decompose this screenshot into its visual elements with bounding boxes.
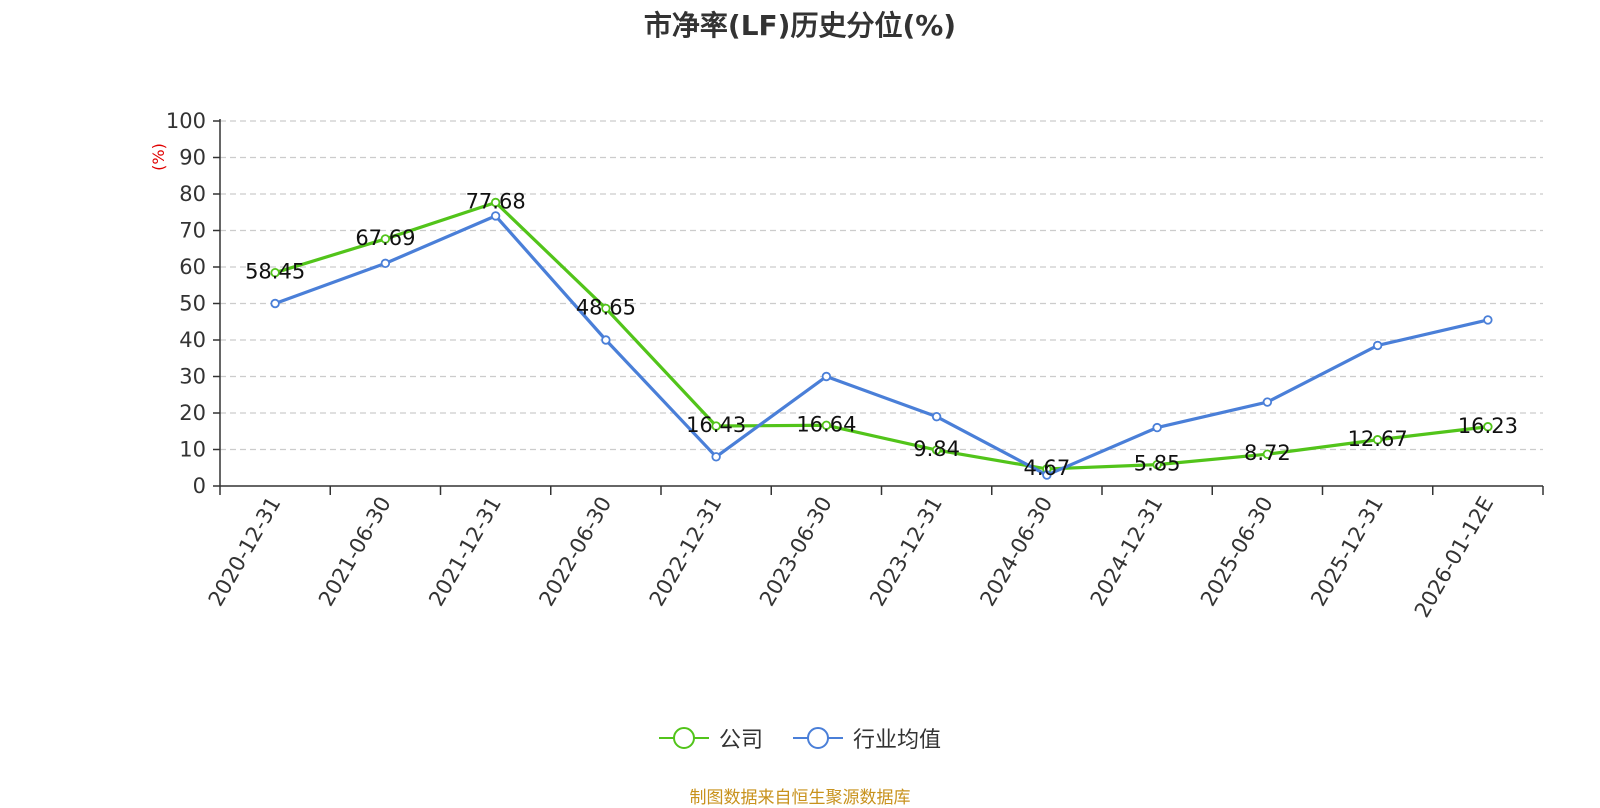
legend: 公司 行业均值 [0,722,1600,754]
x-tick-label: 2024-06-30 [975,493,1057,611]
data-point-industry [270,298,280,309]
chart-title: 市净率(LF)历史分位(%) [643,9,957,42]
data-point-company [270,267,280,278]
y-tick-label: 40 [179,328,206,352]
y-tick-label: 70 [179,219,206,243]
x-tick-label: 2021-12-31 [424,493,506,611]
data-point-industry [931,411,942,422]
x-tick-label: 2022-12-31 [645,493,727,611]
data-label-company: 77.68 [466,189,526,213]
data-label-company: 12.67 [1348,427,1408,451]
data-label-company: 67.69 [355,226,415,250]
x-tick-label: 2023-12-31 [865,493,947,611]
series-line-company [274,200,1489,471]
data-point-company [1372,435,1383,445]
y-tick-label: 50 [179,292,206,316]
data-point-industry [1372,340,1383,351]
data-point-company [1483,422,1493,432]
data-point-industry [380,258,391,269]
y-tick-label: 30 [179,365,206,389]
data-label-company: 58.45 [245,260,305,284]
data-point-company [711,421,721,431]
x-tick-label: 2024-12-31 [1086,493,1168,611]
legend-company-swatch-icon [658,727,709,749]
data-label-company: 48.65 [576,295,636,319]
legend-industry-label: 行业均值 [853,728,942,753]
data-point-company [821,420,832,430]
data-point-industry [1152,422,1162,433]
legend-company-label: 公司 [718,728,763,753]
data-label-company: 8.72 [1244,441,1291,465]
x-tick-label: 2020-12-31 [204,493,286,611]
data-point-company [490,197,501,208]
data-point-industry [601,335,611,345]
data-point-company [601,303,611,314]
x-tick-label: 2025-06-30 [1196,493,1278,611]
data-point-company [931,445,942,455]
y-tick-label: 90 [179,146,206,170]
x-tick-label: 2023-06-30 [755,493,837,611]
data-label-company: 4.67 [1023,456,1070,480]
source-note: 制图数据来自恒生聚源数据库 [689,788,911,808]
data-point-industry [821,371,832,382]
y-tick-label: 10 [179,438,206,462]
legend-industry-swatch-icon [793,727,843,749]
y-tick-label: 0 [193,474,206,498]
legend-item-company[interactable]: 公司 [658,722,763,754]
data-point-company [380,234,391,244]
x-tick-label: 2025-12-31 [1306,493,1388,611]
data-label-company: 16.43 [686,413,746,437]
y-tick-label: 60 [179,255,206,279]
data-label-company: 5.85 [1134,452,1181,476]
legend-item-industry[interactable]: 行业均值 [793,722,941,754]
data-point-industry [1483,315,1493,325]
y-tick-label: 100 [166,109,206,133]
data-label-company: 9.84 [913,437,960,461]
y-axis-label: (%) [149,143,168,171]
data-point-industry [1042,470,1052,480]
y-tick-label: 20 [179,401,206,425]
data-point-industry [711,452,721,462]
data-point-industry [1262,397,1273,407]
data-label-company: 16.64 [796,412,856,436]
data-point-company [1262,449,1273,459]
series-line-industry [274,214,1489,477]
x-tick-label: 2021-06-30 [314,493,396,611]
data-point-company [1152,459,1162,470]
x-tick-label: 2022-06-30 [534,493,616,611]
data-point-industry [490,211,501,221]
x-tick-label: 2026-01-12E [1410,493,1498,622]
data-label-company: 16.23 [1458,414,1518,438]
y-tick-label: 80 [179,182,206,206]
